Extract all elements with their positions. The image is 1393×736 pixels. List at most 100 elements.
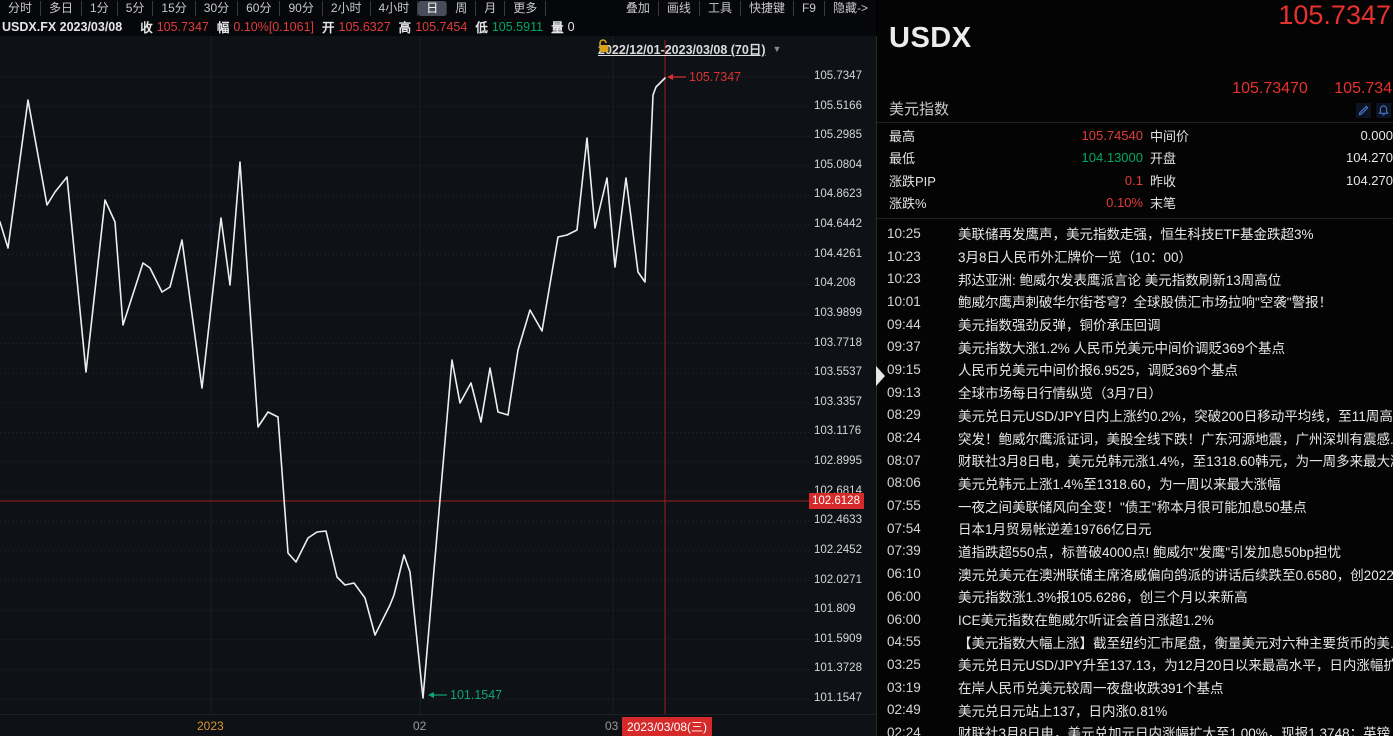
news-title[interactable]: 全球市场每日行情纵览（3月7日） bbox=[958, 386, 1163, 402]
news-row[interactable]: 10:23 3月8日人民币外汇牌价一览（10：00） bbox=[877, 245, 1393, 268]
news-row[interactable]: 09:37 美元指数大涨1.2% 人民币兑美元中间价调贬369个基点 bbox=[877, 335, 1393, 358]
timeframe-tab[interactable]: 60分 bbox=[238, 1, 281, 16]
news-row[interactable]: 09:15 人民币兑美元中间价报6.9525，调贬369个基点 bbox=[877, 358, 1393, 381]
ask-price: 105.7347 bbox=[1334, 80, 1393, 97]
timeframe-tab[interactable]: 月 bbox=[476, 1, 506, 16]
news-time: 09:37 bbox=[887, 339, 921, 355]
news-title[interactable]: 美联储再发鹰声，美元指数走强，恒生科技ETF基金跌超3% bbox=[958, 227, 1314, 243]
news-title[interactable]: 日本1月贸易帐逆差19766亿日元 bbox=[958, 522, 1152, 538]
news-title[interactable]: 突发！鲍威尔鹰派证词，美股全线下跌！广东河源地震，广州深圳有震感.. bbox=[958, 431, 1393, 447]
stat-label: 末笔 bbox=[1150, 196, 1177, 212]
svg-text:101.1547: 101.1547 bbox=[450, 688, 502, 702]
news-title[interactable]: 人民币兑美元中间价报6.9525，调贬369个基点 bbox=[958, 363, 1238, 379]
tool-button[interactable]: 工具 bbox=[700, 1, 741, 16]
timeframe-tab[interactable]: 周 bbox=[447, 1, 477, 16]
stat-label: 最高 bbox=[889, 128, 916, 144]
timeframe-tab[interactable]: 多日 bbox=[41, 1, 83, 16]
stat-value: 0.000 bbox=[1360, 127, 1393, 143]
news-time: 08:06 bbox=[887, 475, 921, 491]
y-axis-label: 102.0271 bbox=[814, 573, 862, 586]
news-title[interactable]: ICE美元指数在鲍威尔听证会首日涨超1.2% bbox=[958, 613, 1214, 629]
y-axis-label: 102.4633 bbox=[814, 514, 862, 527]
news-row[interactable]: 08:07 财联社3月8日电，美元兑韩元涨1.4%，至1318.60韩元，为一周多… bbox=[877, 449, 1393, 472]
timeframe-tab[interactable]: 日 bbox=[418, 1, 448, 16]
news-row[interactable]: 10:23 邦达亚洲: 鲍威尔发表鹰派言论 美元指数刷新13周高位 bbox=[877, 267, 1393, 290]
alert-bell-icon[interactable] bbox=[1376, 103, 1391, 118]
panel-collapse-arrow-icon[interactable] bbox=[876, 366, 885, 386]
news-title[interactable]: 鲍威尔鹰声刺破华尔街苍穹？全球股债汇市场拉响"空袭"警报！ bbox=[958, 295, 1333, 311]
instrument-name: 美元指数 bbox=[889, 101, 950, 118]
timeframe-tab[interactable]: 1分 bbox=[82, 1, 118, 16]
news-title[interactable]: 邦达亚洲: 鲍威尔发表鹰派言论 美元指数刷新13周高位 bbox=[958, 272, 1282, 288]
news-title[interactable]: 美元兑日元USD/JPY日内上涨约0.2%，突破200日移动平均线，至11周高.… bbox=[958, 408, 1393, 424]
news-row[interactable]: 08:29 美元兑日元USD/JPY日内上涨约0.2%，突破200日移动平均线，至… bbox=[877, 404, 1393, 427]
tool-button[interactable]: 画线 bbox=[659, 1, 700, 16]
news-title[interactable]: 美元兑韩元上涨1.4%至1318.60，为一周以来最大涨幅 bbox=[958, 476, 1281, 492]
tool-button[interactable]: 隐藏-> bbox=[832, 1, 868, 15]
news-time: 07:55 bbox=[887, 498, 921, 514]
news-time: 10:01 bbox=[887, 293, 921, 309]
timeframe-tab[interactable]: 4小时 bbox=[371, 1, 419, 16]
news-title[interactable]: 美元指数大涨1.2% 人民币兑美元中间价调贬369个基点 bbox=[958, 340, 1286, 356]
news-row[interactable]: 07:54 日本1月贸易帐逆差19766亿日元 bbox=[877, 517, 1393, 540]
date-range-label[interactable]: 2022/12/01-2023/03/08 (70日) bbox=[598, 43, 766, 57]
news-row[interactable]: 06:00 美元指数涨1.3%报105.6286，创三个月以来新高 bbox=[877, 585, 1393, 608]
tool-button[interactable]: 叠加 bbox=[618, 1, 659, 16]
y-axis-label: 103.9899 bbox=[814, 306, 862, 319]
tool-button[interactable]: F9 bbox=[794, 1, 825, 16]
timeframe-tab-bar: 分时 多日 1分 5分 15分 30分 60分 90分 2小时 4小时日周月更多 叠加 画线 工具 快捷键… bbox=[0, 0, 876, 17]
news-time: 02:49 bbox=[887, 702, 921, 718]
timeframe-tab[interactable]: 5分 bbox=[118, 1, 154, 16]
news-row[interactable]: 02:49 美元兑日元站上137，日内涨0.81% bbox=[877, 698, 1393, 721]
news-title[interactable]: 在岸人民币兑美元较周一夜盘收跌391个基点 bbox=[958, 681, 1224, 697]
y-axis-label: 102.8995 bbox=[814, 455, 862, 468]
news-title[interactable]: 美元指数涨1.3%报105.6286，创三个月以来新高 bbox=[958, 590, 1248, 606]
quote-field-label: 高 bbox=[398, 21, 412, 35]
news-row[interactable]: 03:25 美元兑日元USD/JPY升至137.13，为12月20日以来最高水平，… bbox=[877, 653, 1393, 676]
news-title[interactable]: 【美元指数大幅上涨】截至纽约汇市尾盘，衡量美元对六种主要货币的美.. bbox=[958, 635, 1393, 651]
timeframe-tab[interactable]: 30分 bbox=[196, 1, 239, 16]
date-range-selector[interactable]: 2022/12/01-2023/03/08 (70日) ▼ bbox=[598, 39, 786, 58]
news-row[interactable]: 10:01 鲍威尔鹰声刺破华尔街苍穹？全球股债汇市场拉响"空袭"警报！ bbox=[877, 290, 1393, 313]
quote-field-value: 0 bbox=[567, 19, 575, 34]
news-row[interactable]: 10:25 美联储再发鹰声，美元指数走强，恒生科技ETF基金跌超3% bbox=[877, 222, 1393, 245]
news-time: 09:15 bbox=[887, 361, 921, 377]
news-row[interactable]: 07:39 道指跌超550点，标普破4000点! 鲍威尔"发鹰"引发加息50bp担… bbox=[877, 540, 1393, 563]
news-row[interactable]: 09:44 美元指数强劲反弹，铜价承压回调 bbox=[877, 313, 1393, 336]
stat-label: 开盘 bbox=[1150, 151, 1177, 167]
chevron-down-icon[interactable]: ▼ bbox=[772, 43, 782, 54]
timeframe-tab[interactable]: 90分 bbox=[280, 1, 323, 16]
x-axis-label: 02 bbox=[413, 719, 427, 733]
news-title[interactable]: 3月8日人民币外汇牌价一览（10：00） bbox=[958, 250, 1193, 266]
news-row[interactable]: 07:55 一夜之间美联储风向全变！"债王"称本月很可能加息50基点 bbox=[877, 494, 1393, 517]
news-row[interactable]: 08:06 美元兑韩元上涨1.4%至1318.60，为一周以来最大涨幅 bbox=[877, 472, 1393, 495]
news-title[interactable]: 道指跌超550点，标普破4000点! 鲍威尔"发鹰"引发加息50bp担忧 bbox=[958, 544, 1342, 560]
crosshair-price-tag: 102.6128 bbox=[809, 493, 864, 509]
edit-icon[interactable] bbox=[1356, 103, 1371, 118]
chart-area[interactable]: 105.7347 101.1547 2022/12/01-2023/03/08 … bbox=[0, 36, 877, 736]
quote-field-label: 收 bbox=[140, 21, 153, 35]
news-title[interactable]: 财联社3月8日电，美元兑韩元涨1.4%，至1318.60韩元，为一周多来最大涨幅… bbox=[958, 454, 1393, 470]
timeframe-tab[interactable]: 分时 bbox=[0, 1, 42, 16]
news-row[interactable]: 03:19 在岸人民币兑美元较周一夜盘收跌391个基点 bbox=[877, 676, 1393, 699]
quote-field-label: 开 bbox=[322, 21, 335, 35]
news-row[interactable]: 09:13 全球市场每日行情纵览（3月7日） bbox=[877, 381, 1393, 404]
news-row[interactable]: 06:00 ICE美元指数在鲍威尔听证会首日涨超1.2% bbox=[877, 608, 1393, 631]
y-axis-label: 104.208 bbox=[814, 277, 856, 290]
timeframe-tab[interactable]: 15分 bbox=[153, 1, 196, 16]
timeframe-tab[interactable]: 2小时 bbox=[323, 1, 371, 16]
news-row[interactable]: 08:24 突发！鲍威尔鹰派证词，美股全线下跌！广东河源地震，广州深圳有震感.. bbox=[877, 426, 1393, 449]
news-title[interactable]: 美元指数强劲反弹，铜价承压回调 bbox=[958, 318, 1161, 334]
tool-button[interactable]: 快捷键 bbox=[741, 1, 794, 16]
news-time: 06:00 bbox=[887, 611, 921, 627]
news-row[interactable]: 02:24 财联社3月8日电，美元兑加元日内涨幅扩大至1.00%，现报1.3748… bbox=[877, 721, 1393, 736]
quote-field-label: 幅 bbox=[216, 21, 230, 35]
news-title[interactable]: 澳元兑美元在澳洲联储主席洛威偏向鸽派的讲话后续跌至0.6580，创2022. bbox=[958, 567, 1393, 583]
news-title[interactable]: 财联社3月8日电，美元兑加元日内涨幅扩大至1.00%，现报1.3748；英镑. bbox=[958, 726, 1393, 736]
news-title[interactable]: 一夜之间美联储风向全变！"债王"称本月很可能加息50基点 bbox=[958, 499, 1307, 515]
news-row[interactable]: 04:55 【美元指数大幅上涨】截至纽约汇市尾盘，衡量美元对六种主要货币的美.. bbox=[877, 630, 1393, 653]
news-title[interactable]: 美元兑日元USD/JPY升至137.13，为12月20日以来最高水平，日内涨幅扩 bbox=[958, 658, 1393, 674]
timeframe-tab[interactable]: 更多 bbox=[505, 1, 547, 16]
news-row[interactable]: 06:10 澳元兑美元在澳洲联储主席洛威偏向鸽派的讲话后续跌至0.6580，创20… bbox=[877, 562, 1393, 585]
news-title[interactable]: 美元兑日元站上137，日内涨0.81% bbox=[958, 703, 1168, 719]
